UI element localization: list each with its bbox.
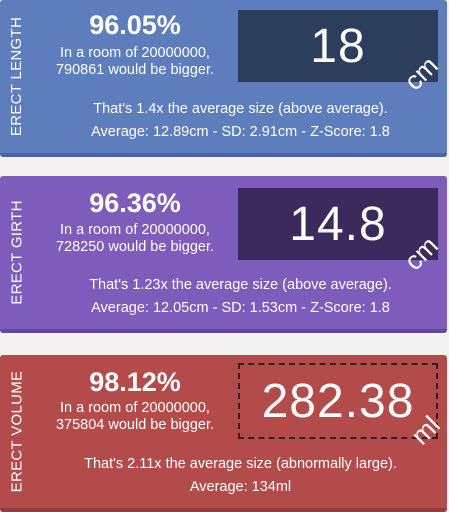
girth-card: ERECT GIRTH 96.36% In a room of 20000000… (0, 176, 447, 333)
volume-side-label: ERECT VOLUME (8, 370, 26, 493)
volume-percentile: 98.12% (89, 367, 181, 397)
girth-room-line1: In a room of 20000000, (60, 222, 210, 238)
girth-value-box: 14.8 (238, 188, 438, 260)
volume-value: 282.38 (261, 374, 415, 428)
volume-value-box: 282.38 (238, 363, 438, 439)
volume-card: ERECT VOLUME 98.12% In a room of 2000000… (0, 355, 447, 512)
length-room-line1: In a room of 20000000, (60, 45, 210, 61)
girth-percentile: 96.36% (89, 188, 181, 218)
side-label: ERECT VOLUME (0, 355, 34, 508)
volume-room-line2: 375804 would be bigger. (55, 417, 215, 433)
volume-room-line1: In a room of 20000000, (60, 400, 210, 416)
length-percentile: 96.05% (89, 10, 181, 40)
length-comparison: That's 1.4x the average size (above aver… (93, 101, 388, 117)
volume-stats: Average: 134ml (189, 479, 292, 495)
length-stats: Average: 12.89cm - SD: 2.91cm - Z-Score:… (91, 124, 390, 140)
side-label: ERECT GIRTH (0, 176, 34, 329)
length-value: 18 (310, 19, 366, 73)
girth-comparison: That's 1.23x the average size (above ave… (89, 277, 392, 293)
length-value-box: 18 (238, 10, 438, 82)
side-label: ERECT LENGTH (0, 0, 34, 153)
volume-comparison: That's 2.11x the average size (abnormall… (84, 456, 397, 472)
length-side-label: ERECT LENGTH (8, 16, 26, 137)
girth-side-label: ERECT GIRTH (8, 200, 26, 305)
length-room-line2: 790861 would be bigger. (55, 62, 215, 78)
girth-value: 14.8 (289, 197, 387, 251)
length-card: ERECT LENGTH 96.05% In a room of 2000000… (0, 0, 447, 157)
girth-room-line2: 728250 would be bigger. (55, 239, 215, 255)
girth-stats: Average: 12.05cm - SD: 1.53cm - Z-Score:… (91, 300, 390, 316)
